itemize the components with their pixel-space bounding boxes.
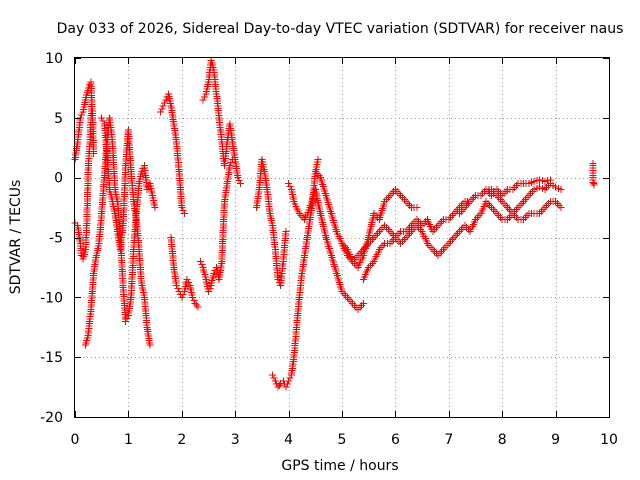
x-tick-label: 9 (551, 432, 560, 448)
x-tick-label: 8 (498, 432, 507, 448)
data-point (86, 81, 94, 89)
grid (75, 58, 609, 417)
y-tick-label: -20 (40, 410, 63, 426)
data-point (179, 207, 187, 215)
data-point (160, 99, 168, 107)
chart-title: Day 033 of 2026, Sidereal Day-to-day VTE… (57, 21, 624, 37)
data-point (285, 180, 293, 188)
y-tick-label: 0 (54, 171, 63, 187)
data-point (174, 284, 182, 292)
data-point (76, 114, 84, 122)
x-tick-label: 7 (444, 432, 453, 448)
data-point (178, 204, 186, 212)
data-point (99, 117, 107, 125)
data-point (413, 204, 421, 212)
data-point (98, 114, 106, 122)
y-tick-label: -10 (40, 290, 63, 306)
data-point (274, 275, 282, 283)
data-point (78, 111, 86, 119)
data-point (122, 317, 130, 325)
data-point (194, 303, 202, 311)
data-point (275, 381, 283, 389)
data-point (227, 159, 235, 167)
data-point (229, 156, 237, 164)
y-tick-label: 10 (45, 51, 63, 67)
data-point (184, 278, 192, 286)
x-tick-label: 1 (124, 432, 133, 448)
data-point (359, 299, 367, 307)
data-point (143, 186, 151, 194)
data-point (314, 156, 322, 164)
data-point (196, 257, 204, 265)
x-tick-label: 10 (600, 432, 618, 448)
y-axis-label: SDTVAR / TECUs (8, 180, 24, 295)
data-point (84, 84, 92, 92)
data-point (235, 177, 243, 185)
x-tick-label: 0 (71, 432, 80, 448)
data-point (557, 204, 565, 212)
data-point (179, 290, 187, 298)
data-point (183, 275, 191, 283)
x-tick-label: 3 (231, 432, 240, 448)
data-point (270, 374, 278, 382)
data-point (286, 374, 294, 382)
y-tick-label: -5 (49, 231, 63, 247)
data-point (172, 281, 180, 289)
data-point (285, 377, 293, 385)
data-points (71, 56, 598, 391)
data-point (200, 93, 208, 101)
x-tick-label: 4 (284, 432, 293, 448)
data-point (271, 377, 279, 385)
data-point (159, 102, 167, 110)
data-point (156, 108, 164, 116)
data-point (269, 371, 277, 379)
data-point (162, 96, 170, 104)
data-point (274, 383, 282, 391)
x-tick-label: 6 (391, 432, 400, 448)
data-point (590, 180, 598, 188)
data-point (146, 341, 154, 349)
data-point (191, 299, 199, 307)
axis-ticks: 0 1 2 3 4 5 6 7 8 9 10 -20 -15 -10 -5 0 5 10 (40, 51, 618, 448)
x-tick-label: 5 (338, 432, 347, 448)
data-point (286, 183, 294, 191)
y-tick-label: -15 (40, 350, 63, 366)
data-point (210, 269, 218, 277)
data-point (158, 105, 166, 113)
data-point (237, 180, 245, 188)
y-tick-label: 5 (54, 111, 63, 127)
data-point (180, 210, 188, 218)
data-point (190, 296, 198, 304)
data-point (199, 96, 207, 104)
data-point (138, 168, 146, 176)
data-point (282, 383, 290, 391)
data-point (205, 287, 212, 295)
data-point (151, 204, 159, 212)
data-point (282, 228, 290, 236)
x-tick-label: 2 (177, 432, 186, 448)
data-point (283, 380, 291, 388)
data-point (198, 260, 206, 268)
data-point (226, 162, 234, 170)
data-point (234, 174, 242, 182)
data-point (557, 186, 565, 194)
x-axis-label: GPS time / hours (281, 458, 398, 474)
plot-frame (74, 57, 610, 418)
data-point (192, 301, 200, 309)
data-point (90, 150, 98, 158)
data-point (123, 314, 131, 322)
data-point (178, 293, 186, 301)
data-point (188, 293, 196, 301)
data-point (206, 284, 214, 292)
